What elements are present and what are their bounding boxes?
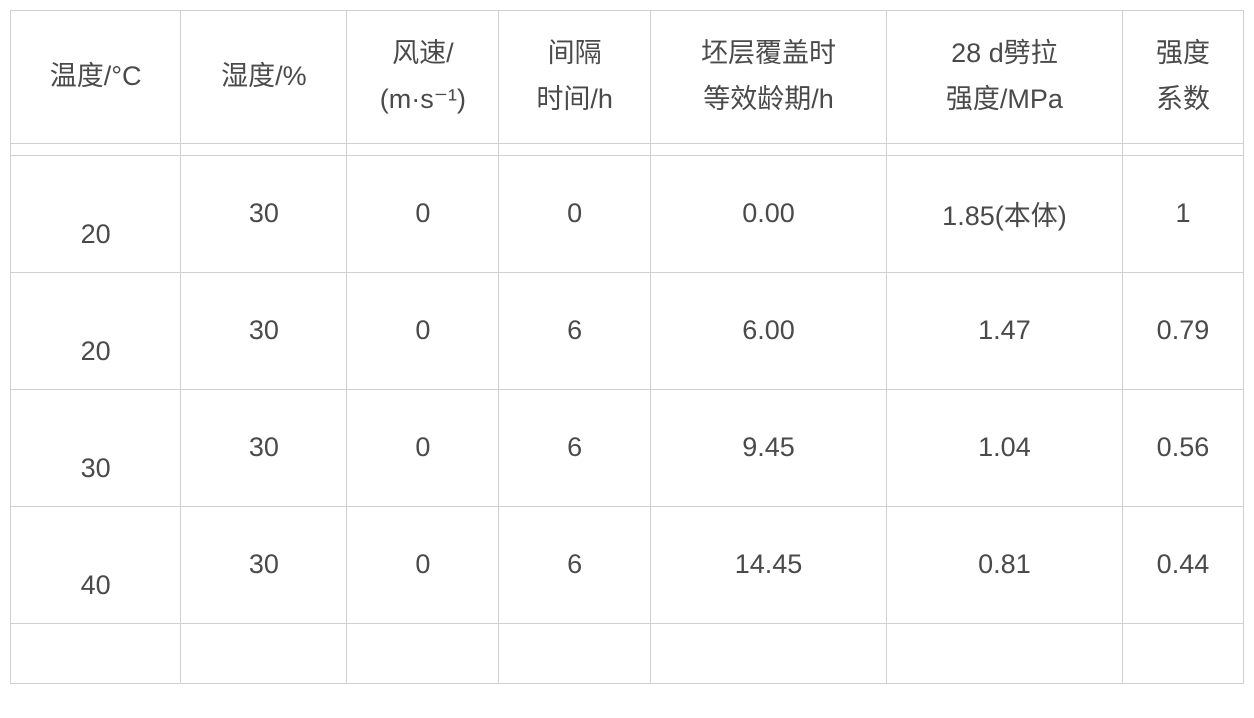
cell-temperature: 20 (11, 155, 181, 272)
table-row: 20 30 0 0 0.00 1.85(本体) 1 (11, 155, 1244, 272)
header-cell-coefficient: 强度系数 (1122, 11, 1243, 144)
cell-interval: 6 (499, 506, 651, 623)
empty-cell (181, 623, 347, 683)
cell-coefficient: 1 (1122, 155, 1243, 272)
data-table-container: 温度/°C 湿度/% 风速/(m·s⁻¹) 间隔时间/h 坯层覆盖时等效龄期/h… (10, 10, 1244, 684)
cell-temperature: 40 (11, 506, 181, 623)
empty-cell (11, 623, 181, 683)
cell-equivage: 9.45 (651, 389, 887, 506)
gap-cell (886, 143, 1122, 155)
gap-row (11, 143, 1244, 155)
header-cell-temperature: 温度/°C (11, 11, 181, 144)
cell-humidity: 30 (181, 506, 347, 623)
cell-temperature: 30 (11, 389, 181, 506)
cell-coefficient: 0.44 (1122, 506, 1243, 623)
empty-cell (347, 623, 499, 683)
header-cell-equivage: 坯层覆盖时等效龄期/h (651, 11, 887, 144)
table-header: 温度/°C 湿度/% 风速/(m·s⁻¹) 间隔时间/h 坯层覆盖时等效龄期/h… (11, 11, 1244, 144)
cell-windspeed: 0 (347, 155, 499, 272)
empty-row (11, 623, 1244, 683)
empty-cell (499, 623, 651, 683)
cell-humidity: 30 (181, 155, 347, 272)
cell-strength28d: 1.85(本体) (886, 155, 1122, 272)
cell-windspeed: 0 (347, 389, 499, 506)
header-cell-windspeed: 风速/(m·s⁻¹) (347, 11, 499, 144)
gap-cell (1122, 143, 1243, 155)
header-cell-humidity: 湿度/% (181, 11, 347, 144)
table-row: 20 30 0 6 6.00 1.47 0.79 (11, 272, 1244, 389)
gap-cell (651, 143, 887, 155)
cell-equivage: 14.45 (651, 506, 887, 623)
cell-coefficient: 0.56 (1122, 389, 1243, 506)
cell-temperature: 20 (11, 272, 181, 389)
cell-equivage: 0.00 (651, 155, 887, 272)
cell-windspeed: 0 (347, 272, 499, 389)
gap-cell (347, 143, 499, 155)
gap-cell (11, 143, 181, 155)
table-row: 40 30 0 6 14.45 0.81 0.44 (11, 506, 1244, 623)
cell-interval: 6 (499, 272, 651, 389)
cell-equivage: 6.00 (651, 272, 887, 389)
gap-cell (499, 143, 651, 155)
empty-cell (651, 623, 887, 683)
data-table: 温度/°C 湿度/% 风速/(m·s⁻¹) 间隔时间/h 坯层覆盖时等效龄期/h… (10, 10, 1244, 684)
table-row: 30 30 0 6 9.45 1.04 0.56 (11, 389, 1244, 506)
header-cell-strength28d: 28 d劈拉强度/MPa (886, 11, 1122, 144)
empty-cell (886, 623, 1122, 683)
cell-strength28d: 1.04 (886, 389, 1122, 506)
cell-interval: 6 (499, 389, 651, 506)
header-cell-interval: 间隔时间/h (499, 11, 651, 144)
cell-humidity: 30 (181, 389, 347, 506)
cell-humidity: 30 (181, 272, 347, 389)
cell-interval: 0 (499, 155, 651, 272)
table-body: 20 30 0 0 0.00 1.85(本体) 1 20 30 0 6 6.00… (11, 143, 1244, 683)
cell-windspeed: 0 (347, 506, 499, 623)
cell-strength28d: 1.47 (886, 272, 1122, 389)
cell-strength28d: 0.81 (886, 506, 1122, 623)
gap-cell (181, 143, 347, 155)
empty-cell (1122, 623, 1243, 683)
header-row: 温度/°C 湿度/% 风速/(m·s⁻¹) 间隔时间/h 坯层覆盖时等效龄期/h… (11, 11, 1244, 144)
cell-coefficient: 0.79 (1122, 272, 1243, 389)
